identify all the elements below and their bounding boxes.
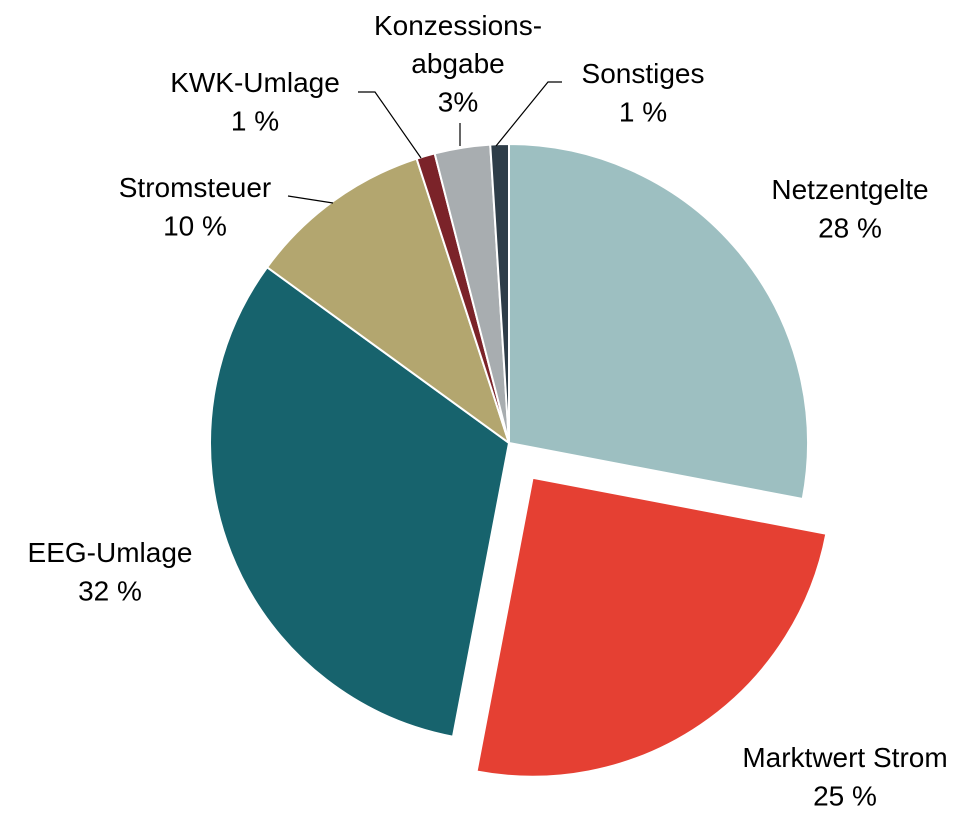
slice-label: Konzessions-abgabe [374,10,542,79]
pie-slice [489,142,510,444]
pie-slice [508,142,809,501]
pie-slice [475,476,828,778]
value-label: 10 % [163,210,227,241]
slice-label: Sonstiges [582,58,705,89]
leader-line [495,81,562,147]
value-label: 28 % [818,212,882,243]
value-label: 32 % [78,575,142,606]
pie-slice [265,157,511,446]
value-label: 3% [438,86,478,117]
leader-lines [287,81,562,204]
slice-label: KWK-Umlage [170,67,340,98]
slices [209,142,828,778]
slice-label: Marktwert Strom [742,742,947,773]
value-label: 1 % [619,96,667,127]
slice-label: EEG-Umlage [28,537,193,568]
pie-slice [209,265,511,738]
leader-line [358,91,422,159]
slice-label: Netzentgelte [771,174,928,205]
value-label: 25 % [813,780,877,811]
leader-line [287,195,334,204]
slice-label: Stromsteuer [119,172,272,203]
value-label: 1 % [231,105,279,136]
